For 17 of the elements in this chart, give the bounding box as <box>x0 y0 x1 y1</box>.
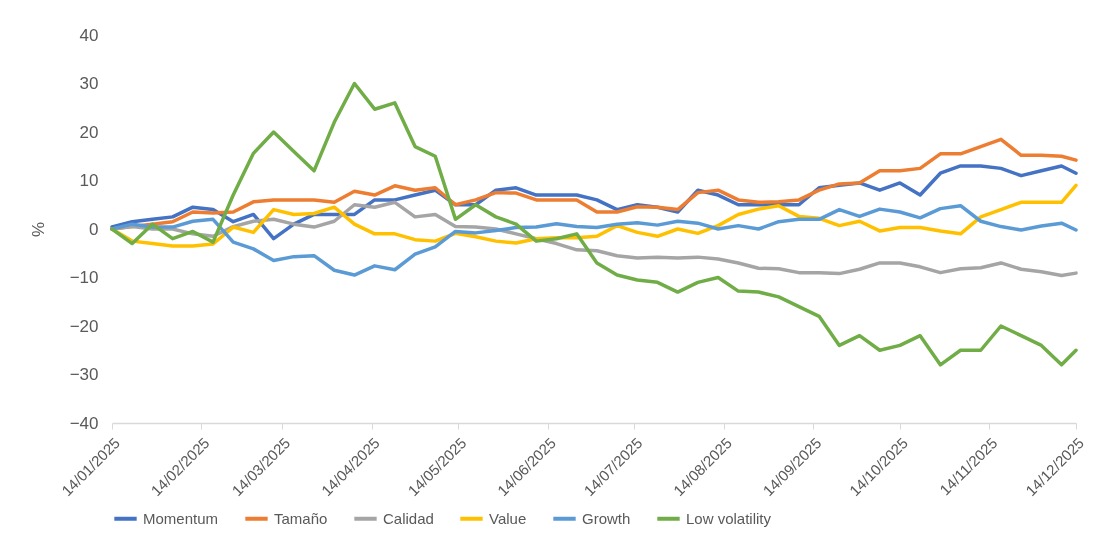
line-series <box>110 81 1078 367</box>
y-tick-label: −40 <box>69 413 99 433</box>
y-tick-label: 20 <box>79 122 99 142</box>
y-tick-label: 0 <box>89 219 99 239</box>
y-tick-label: −20 <box>69 316 99 336</box>
legend-label: Low volatility <box>686 509 772 527</box>
y-tick-label: 10 <box>79 171 99 190</box>
y-axis-title: % <box>28 221 48 238</box>
legend-label: Growth <box>582 509 631 527</box>
legend-label: Momentum <box>143 509 219 527</box>
legend-label: Value <box>489 509 527 527</box>
y-tick-label: 30 <box>79 74 99 93</box>
legend-label: Tamaño <box>274 509 328 527</box>
y-tick-label: 40 <box>79 25 99 45</box>
legend-label: Calidad <box>383 509 434 527</box>
y-tick-label: −30 <box>69 365 99 384</box>
y-tick-label: −10 <box>69 268 99 287</box>
